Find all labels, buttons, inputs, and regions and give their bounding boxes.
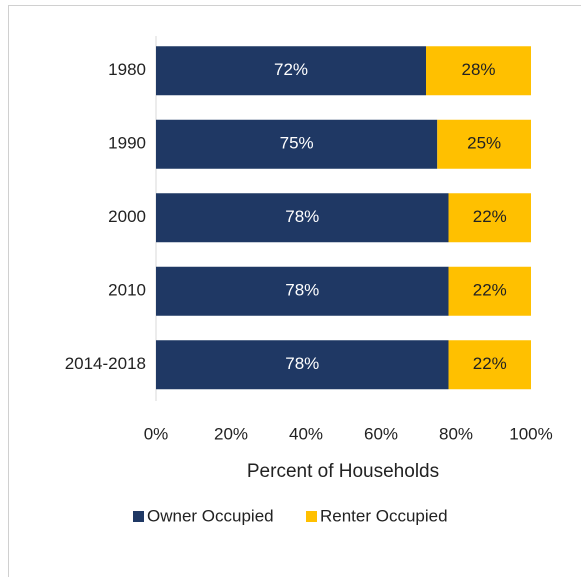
data-label: 72% [274, 60, 308, 79]
data-label: 22% [473, 281, 507, 300]
bar-segment [448, 340, 531, 390]
legend-label: Owner Occupied [147, 506, 274, 525]
bar-segment [426, 46, 531, 96]
x-tick-label: 80% [439, 424, 473, 443]
x-tick-label: 60% [364, 424, 398, 443]
bar-segment [437, 119, 531, 169]
x-tick-label: 0% [144, 424, 169, 443]
bar-segment [156, 266, 449, 316]
data-label: 75% [280, 134, 314, 153]
bar-segment [448, 193, 531, 243]
bar-segment [156, 46, 426, 96]
y-tick-label: 1980 [108, 60, 146, 79]
data-label: 78% [285, 207, 319, 226]
bar-segment [448, 266, 531, 316]
y-tick-label: 2000 [108, 207, 146, 226]
bar-segment [156, 340, 449, 390]
data-label: 22% [473, 354, 507, 373]
data-label: 22% [473, 207, 507, 226]
legend-swatch [306, 511, 317, 522]
y-tick-label: 1990 [108, 134, 146, 153]
x-axis-label: Percent of Households [247, 461, 439, 482]
bar-segment [156, 193, 449, 243]
data-label: 28% [461, 60, 495, 79]
x-tick-label: 100% [509, 424, 552, 443]
x-tick-label: 20% [214, 424, 248, 443]
bar-segment [156, 119, 438, 169]
legend-swatch [133, 511, 144, 522]
x-tick-label: 40% [289, 424, 323, 443]
data-label: 25% [467, 134, 501, 153]
y-tick-label: 2014-2018 [65, 354, 146, 373]
legend-label: Renter Occupied [320, 506, 448, 525]
data-label: 78% [285, 354, 319, 373]
data-label: 78% [285, 281, 319, 300]
y-tick-label: 2010 [108, 281, 146, 300]
